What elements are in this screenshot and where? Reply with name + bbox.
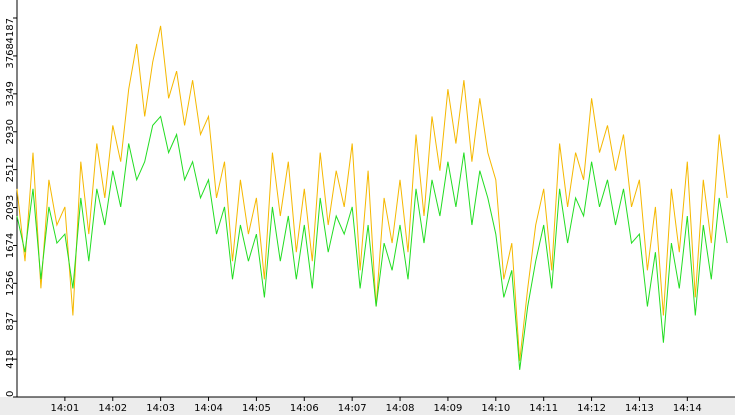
y-tick-label: 2093	[5, 195, 16, 220]
series-line	[16, 115, 728, 370]
x-tick-label: 14:07	[338, 403, 367, 414]
y-tick-label: 1674	[5, 233, 16, 258]
x-tick-label: 14:08	[386, 403, 415, 414]
x-tick-label: 14:10	[481, 403, 510, 414]
x-tick-label: 14:06	[290, 403, 319, 414]
x-tick-label: 14:12	[577, 403, 606, 414]
y-tick-label: 4187	[5, 18, 16, 43]
x-tick-label: 14:11	[529, 403, 558, 414]
series-line	[16, 25, 728, 361]
y-tick-label: 1256	[5, 271, 16, 296]
x-tick-label: 14:03	[146, 403, 175, 414]
x-tick-label: 14:01	[50, 403, 79, 414]
y-tick-label: 418	[5, 350, 16, 369]
y-tick-label: 2930	[5, 119, 16, 144]
x-tick-label: 14:09	[434, 403, 463, 414]
x-tick-label: 14:13	[625, 403, 654, 414]
x-axis-band	[0, 397, 735, 415]
y-tick-label: 3349	[5, 81, 16, 106]
y-tick-label: 0	[5, 391, 16, 397]
y-tick-label: 837	[5, 312, 16, 331]
x-tick-label: 14:02	[98, 403, 127, 414]
y-tick-label: 2512	[5, 157, 16, 182]
x-tick-label: 14:04	[194, 403, 223, 414]
x-tick-label: 14:05	[242, 403, 271, 414]
x-tick-label: 14:14	[673, 403, 702, 414]
y-tick-label: 3768	[5, 43, 16, 68]
